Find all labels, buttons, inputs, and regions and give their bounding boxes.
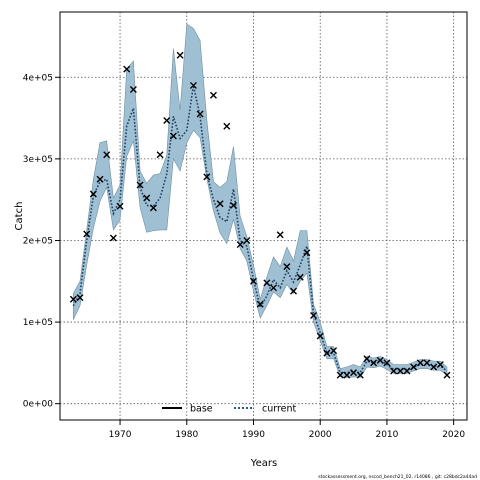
catch-marker-1984 — [209, 91, 217, 99]
legend-current-label: current — [262, 404, 297, 415]
catch-marker-1983 — [203, 173, 211, 181]
catch-marker-1981 — [189, 81, 197, 89]
catch-marker-1988 — [236, 241, 244, 249]
catch-marker-1982 — [196, 110, 204, 118]
y-axis-title: Catch — [14, 202, 25, 231]
catch-marker-1974 — [143, 194, 151, 202]
catch-marker-1979 — [176, 51, 184, 59]
catch-marker-1990 — [249, 277, 257, 285]
catch-marker-2004 — [343, 371, 351, 379]
y-axis-ticks: 0e+00 1e+05 2e+05 3e+05 4e+05 — [23, 73, 60, 410]
catch-marker-1987 — [229, 201, 237, 209]
catch-marker-1966 — [89, 190, 97, 198]
catch-marker-1996 — [290, 287, 298, 295]
catch-marker-2011 — [390, 367, 398, 375]
current-series-line — [72, 85, 448, 374]
legend-base-label: base — [190, 404, 213, 415]
plot-background — [60, 12, 467, 420]
x-axis-ticks: 1970 1980 1990 2000 2010 2020 — [109, 420, 465, 440]
catch-marker-1992 — [263, 279, 271, 287]
catch-marker-1976 — [156, 151, 164, 159]
catch-marker-1975 — [149, 204, 157, 212]
catch-marker-1994 — [276, 231, 284, 239]
catch-marker-1991 — [256, 300, 264, 308]
catch-marker-2016 — [423, 359, 431, 367]
catch-marker-2014 — [410, 363, 418, 371]
catch-marker-2009 — [376, 356, 384, 364]
y-tick-label-3: 3e+05 — [23, 155, 53, 165]
catch-marker-1965 — [83, 230, 91, 238]
catch-marker-2017 — [430, 363, 438, 371]
catch-marker-1986 — [223, 122, 231, 130]
catch-marker-2015 — [416, 359, 424, 367]
catch-marker-2010 — [383, 359, 391, 367]
catch-marker-2007 — [363, 355, 371, 363]
x-tick-label-2010: 2010 — [375, 430, 398, 440]
catch-marker-1969 — [109, 234, 117, 242]
y-tick-label-4: 4e+05 — [23, 73, 53, 83]
catch-marker-2003 — [336, 371, 344, 379]
catch-marker-1978 — [169, 132, 177, 140]
catch-marker-1993 — [270, 284, 278, 292]
catch-marker-2000 — [316, 332, 324, 340]
y-tick-label-2: 2e+05 — [23, 236, 53, 246]
plot-frame — [59, 11, 468, 421]
catch-marker-2012 — [396, 367, 404, 375]
catch-marker-1973 — [136, 181, 144, 189]
catch-marker-2002 — [330, 347, 338, 355]
catch-marker-1963 — [69, 295, 77, 303]
catch-marker-1968 — [103, 151, 111, 159]
catch-marker-2019 — [443, 371, 451, 379]
catch-marker-2013 — [403, 367, 411, 375]
catch-marker-1995 — [283, 263, 291, 271]
catch-marker-2001 — [323, 349, 331, 357]
catch-marker-1999 — [310, 312, 318, 320]
catch-marker-1977 — [163, 117, 171, 125]
x-tick-label-1990: 1990 — [242, 430, 265, 440]
catch-marker-1997 — [296, 273, 304, 281]
x-tick-label-1970: 1970 — [109, 430, 132, 440]
catch-marker-1970 — [116, 202, 124, 210]
catch-marker-1989 — [243, 236, 251, 244]
catch-marker-1998 — [303, 249, 311, 257]
catch-marker-2006 — [356, 371, 364, 379]
catch-marker-2008 — [370, 359, 378, 367]
footnote: stockassessment.org, nscod_bench21_02, r… — [318, 474, 477, 480]
x-axis-title: Years — [250, 458, 277, 469]
y-tick-label-0: 0e+00 — [23, 400, 54, 410]
catch-marker-1964 — [76, 294, 84, 302]
catch-marker-2005 — [350, 369, 358, 377]
observed-catch-markers — [69, 51, 451, 379]
catch-marker-1971 — [123, 65, 131, 73]
x-tick-label-2000: 2000 — [309, 430, 332, 440]
legend: base current — [162, 404, 297, 415]
y-tick-label-1: 1e+05 — [23, 318, 53, 328]
catch-marker-1967 — [96, 175, 104, 183]
x-tick-label-2020: 2020 — [442, 430, 465, 440]
catch-marker-2018 — [436, 361, 444, 369]
x-tick-label-1980: 1980 — [175, 430, 198, 440]
catch-marker-1985 — [216, 200, 224, 208]
catch-marker-1972 — [129, 86, 137, 94]
